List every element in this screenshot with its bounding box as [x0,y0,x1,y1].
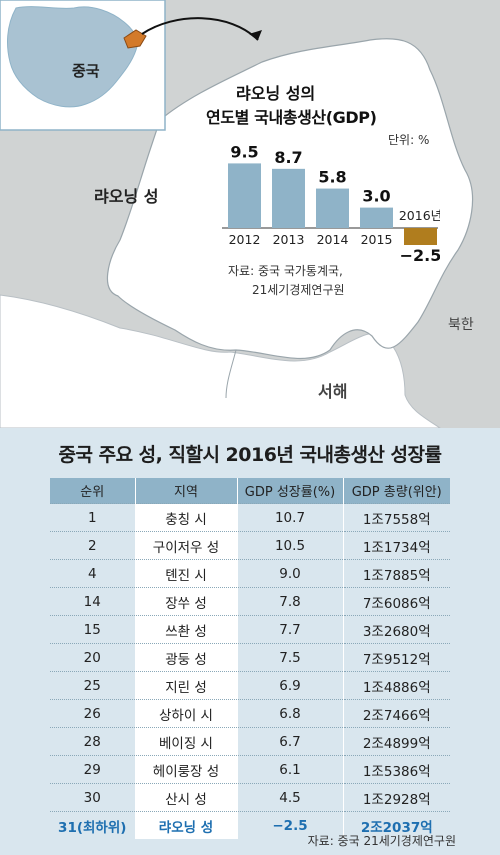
bar-category-label: 2016년 [399,208,440,223]
table-row: 15 쓰촨 성 7.7 3조2680억 [50,615,450,644]
chart-title-line1: 랴오닝 성의 [236,84,316,103]
cell-region: 톈진 시 [135,559,238,588]
chart-source-line2: 21세기경제연구원 [252,283,345,297]
cell-growth: 7.8 [237,587,344,616]
cell-rank: 25 [50,671,136,700]
table-row: 31(최하위) 랴오닝 성 −2.5 2조2037억 [50,811,450,839]
table-row: 29 헤이룽장 성 6.1 1조5386억 [50,755,450,784]
cell-total: 2조2037억 [343,811,450,839]
cell-region: 상하이 시 [135,699,238,728]
cell-growth: 7.5 [237,643,344,672]
china-silhouette [7,6,138,108]
header-growth: GDP 성장률(%) [237,478,344,504]
cell-growth: 10.7 [237,503,344,532]
bar-2012 [228,163,261,228]
nk-label: 북한 [448,317,474,333]
table-row: 1 충칭 시 10.7 1조7558억 [50,503,450,532]
table-source: 자료: 중국 21세기경제연구원 [307,834,456,848]
table-row: 26 상하이 시 6.8 2조7466억 [50,699,450,728]
header-total: GDP 총량(위안) [343,478,450,504]
cell-region: 구이저우 성 [135,531,238,560]
sea-label: 서해 [318,382,348,401]
cell-region: 충칭 시 [135,503,238,532]
cell-rank: 20 [50,643,136,672]
cell-growth: 9.0 [237,559,344,588]
bar-2014 [316,188,349,228]
cell-rank: 4 [50,559,136,588]
cell-total: 1조5386억 [343,755,450,784]
cell-total: 1조7558억 [343,503,450,532]
cell-growth: 6.7 [237,727,344,756]
cell-total: 1조4886억 [343,671,450,700]
cell-rank: 29 [50,755,136,784]
gdp-bar-chart: 9.5 2012 8.7 2013 5.8 2014 3.0 2015 −2.5 2016년 [222,142,440,265]
province-label: 랴오닝 성 [94,187,159,206]
bar-2016년 [404,228,437,245]
table-row: 25 지린 성 6.9 1조4886억 [50,671,450,700]
cell-growth: 10.5 [237,531,344,560]
cell-region: 랴오닝 성 [135,811,238,839]
cell-region: 장쑤 성 [135,587,238,616]
chart-source-line1: 자료: 중국 국가통계국, [228,264,343,278]
table-row: 14 장쑤 성 7.8 7조6086억 [50,587,450,616]
cell-total: 7조9512억 [343,643,450,672]
cell-rank: 14 [50,587,136,616]
cell-region: 헤이룽장 성 [135,755,238,784]
cell-rank: 30 [50,783,136,812]
table-row: 2 구이저우 성 10.5 1조1734억 [50,531,450,560]
bar-value-label: 3.0 [362,187,390,206]
chart-title-line2: 연도별 국내총생산(GDP) [206,108,377,127]
cell-rank: 15 [50,615,136,644]
table-header-row: 순위 지역 GDP 성장률(%) GDP 총량(위안) [50,478,450,504]
bar-value-label: 8.7 [274,148,302,167]
cell-total: 2조7466억 [343,699,450,728]
gdp-table: 순위 지역 GDP 성장률(%) GDP 총량(위안) 1 충칭 시 10.7 1조7… [50,478,450,839]
header-rank: 순위 [50,478,136,504]
cell-rank: 28 [50,727,136,756]
cell-rank: 1 [50,503,136,532]
cell-total: 1조1734억 [343,531,450,560]
cell-total: 3조2680억 [343,615,450,644]
header-region: 지역 [135,478,238,504]
cell-region: 지린 성 [135,671,238,700]
cell-rank: 26 [50,699,136,728]
liaoning-inset [123,29,147,49]
cell-growth: 6.1 [237,755,344,784]
cell-region: 쓰촨 성 [135,615,238,644]
cell-total: 2조4899억 [343,727,450,756]
cell-growth: −2.5 [237,811,344,839]
cell-rank: 31(최하위) [50,811,136,839]
bar-2013 [272,168,305,228]
bar-category-label: 2014 [317,232,349,247]
bar-category-label: 2013 [273,232,305,247]
cell-region: 산시 성 [135,783,238,812]
cell-growth: 6.8 [237,699,344,728]
cell-total: 7조6086억 [343,587,450,616]
bar-value-label: −2.5 [400,246,440,265]
table-title: 중국 주요 성, 직할시 2016년 국내총생산 성장률 [58,444,442,466]
gdp-table-section: 중국 주요 성, 직할시 2016년 국내총생산 성장률 순위 지역 GDP 성… [0,428,500,855]
table-row: 28 베이징 시 6.7 2조4899억 [50,727,450,756]
cell-region: 베이징 시 [135,727,238,756]
china-label: 중국 [72,62,100,80]
cell-total: 1조7885억 [343,559,450,588]
bar-2015 [360,207,393,228]
bar-category-label: 2015 [361,232,393,247]
cell-growth: 4.5 [237,783,344,812]
cell-rank: 2 [50,531,136,560]
chart-unit: 단위: % [388,133,430,147]
bar-category-label: 2012 [229,232,261,247]
table-row: 30 산시 성 4.5 1조2928억 [50,783,450,812]
table-row: 20 광둥 성 7.5 7조9512억 [50,643,450,672]
bar-value-label: 5.8 [318,168,346,187]
cell-growth: 6.9 [237,671,344,700]
cell-growth: 7.7 [237,615,344,644]
cell-total: 1조2928억 [343,783,450,812]
cell-region: 광둥 성 [135,643,238,672]
bar-value-label: 9.5 [230,142,258,161]
table-row: 4 톈진 시 9.0 1조7885억 [50,559,450,588]
